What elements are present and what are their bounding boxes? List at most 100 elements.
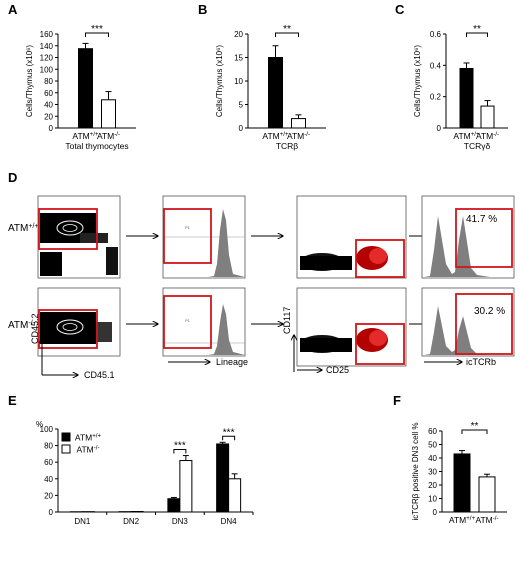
x-tick-label: DN2 xyxy=(123,517,140,526)
y-tick-label: 40 xyxy=(44,475,53,484)
y-tick-label: 60 xyxy=(44,458,53,467)
chart-dn-stage-percent: 0 20 40 60 80 100% DN1 DN2 DN3 DN4 ATM+/+ATM-/- ***… xyxy=(36,420,254,526)
x-axis-label: TCRβ xyxy=(276,141,298,151)
lineage-histogram-wildtype: P1 xyxy=(162,195,246,279)
x-axis-label: Total thymocytes xyxy=(65,141,128,151)
y-tick-label: 0 xyxy=(49,124,54,133)
bar xyxy=(459,67,474,129)
y-tick-label: 160 xyxy=(40,30,54,39)
panel-label-f: F xyxy=(393,393,401,408)
y-tick-label: 140 xyxy=(40,42,54,51)
legend-label: ATM-/- xyxy=(76,444,99,455)
ictcrb-axis-label: icTCRb xyxy=(466,357,496,367)
significance-bracket xyxy=(85,32,109,37)
panel-label-e: E xyxy=(8,393,17,408)
y-tick-label: 0.2 xyxy=(430,93,442,102)
significance-label: *** xyxy=(223,427,235,438)
y-tick-label: 0 xyxy=(433,508,438,517)
y-tick-label: 20 xyxy=(428,481,437,490)
cd45-dotplot-knockout xyxy=(37,287,121,357)
y-tick-label: 40 xyxy=(44,101,53,110)
significance-label: ** xyxy=(473,24,481,35)
y-tick-label: 100 xyxy=(40,425,54,434)
chart-ictcrb-positive-dn3: 0 10 20 30 40 50 60 icTCRβ positive DN3 cell % A… xyxy=(411,421,507,525)
bar xyxy=(101,99,116,129)
legend-swatch xyxy=(61,444,71,454)
y-tick-label: 80 xyxy=(44,77,53,86)
y-tick-label: 20 xyxy=(44,112,53,121)
significance-bracket xyxy=(222,435,236,441)
y-tick-label: 0 xyxy=(437,124,442,133)
percentage-knockout: 30.2 % xyxy=(474,306,505,317)
bar xyxy=(453,453,471,513)
chart-tcrgd-cells: 0 0.2 0.4 0.6 Cells/Thymus (x10⁶) ATM+/+ATM-/… xyxy=(413,24,508,151)
x-tick-label: ATM-/- xyxy=(475,515,498,526)
cd117-axis-label: CD117 xyxy=(282,307,292,334)
y-tick-label: 80 xyxy=(44,442,53,451)
x-tick-label: ATM+/+ xyxy=(449,515,476,526)
significance-bracket xyxy=(461,429,488,434)
panel-label-c: C xyxy=(395,2,405,17)
y-axis-label: Cells/Thymus (x10⁶) xyxy=(215,45,224,118)
y-tick-label: 60 xyxy=(44,89,53,98)
row-label-knockout: ATM-/- xyxy=(8,320,36,332)
panel-label-a: A xyxy=(8,2,18,17)
y-tick-label: 50 xyxy=(428,441,437,450)
chart-tcrb-cells: 0 5 10 15 20 Cells/Thymus (x10⁶) ATM+/+ATM-/-T… xyxy=(215,24,326,151)
significance-label: ** xyxy=(471,421,479,432)
bar xyxy=(268,57,283,129)
significance-bracket xyxy=(173,449,187,454)
significance-label: ** xyxy=(283,24,291,35)
row-label-wildtype: ATM+/+ xyxy=(8,223,39,235)
cd45-1-axis-label: CD45.1 xyxy=(84,370,115,380)
y-tick-label: 30 xyxy=(428,468,437,477)
y-axis-label: Cells/Thymus (x10⁶) xyxy=(413,45,422,118)
x-tick-label: ATM+/+ xyxy=(453,131,480,142)
x-tick-label: ATM-/- xyxy=(287,131,310,142)
y-tick-label: 10 xyxy=(234,77,243,86)
legend-swatch xyxy=(61,432,71,442)
x-tick-label: ATM-/- xyxy=(476,131,499,142)
flow-panel: ATM+/+ ATM-/- P1 xyxy=(8,195,515,380)
y-tick-label: 15 xyxy=(234,54,243,63)
x-tick-label: DN3 xyxy=(172,517,189,526)
x-tick-label: DN4 xyxy=(221,517,238,526)
x-tick-label: ATM-/- xyxy=(97,131,120,142)
y-tick-label: 20 xyxy=(234,30,243,39)
lineage-axis-label: Lineage xyxy=(216,357,248,367)
y-tick-label: 5 xyxy=(239,101,244,110)
y-axis-label: Cells/Thymus (x10⁶) xyxy=(25,45,34,118)
percentage-wildtype: 41.7 % xyxy=(466,214,497,225)
cd25-axis-label: CD25 xyxy=(326,365,349,375)
bar xyxy=(167,498,181,513)
y-tick-label: 120 xyxy=(40,54,54,63)
x-tick-label: ATM+/+ xyxy=(72,131,99,142)
y-tick-label: 0.4 xyxy=(430,61,442,70)
panel-label-d: D xyxy=(8,170,17,185)
chart-total-thymocytes: 0 20 40 60 80 100 120 140 160 Cells/Thymus (x10⁶)… xyxy=(25,24,136,151)
y-tick-label: 0 xyxy=(239,124,244,133)
significance-label: *** xyxy=(174,441,186,452)
cd45-dotplot-wildtype xyxy=(37,195,121,279)
legend-label: ATM+/+ xyxy=(75,432,102,443)
significance-bracket xyxy=(275,32,299,37)
lineage-histogram-knockout: P1 xyxy=(162,287,246,357)
y-tick-label: 20 xyxy=(44,491,53,500)
significance-label: *** xyxy=(91,24,103,35)
ictcrb-histogram-wildtype: 41.7 % xyxy=(421,195,515,279)
x-tick-label: DN1 xyxy=(74,517,91,526)
x-axis-label: TCRγδ xyxy=(464,141,491,151)
y-tick-label: 100 xyxy=(40,65,54,74)
bar xyxy=(291,118,306,129)
y-axis-label: % xyxy=(36,420,43,429)
bar xyxy=(78,48,93,129)
x-tick-label: ATM+/+ xyxy=(262,131,289,142)
significance-bracket xyxy=(466,32,488,37)
y-tick-label: 60 xyxy=(428,427,437,436)
y-tick-label: 0 xyxy=(49,508,54,517)
bar xyxy=(478,476,496,513)
y-tick-label: 0.6 xyxy=(430,30,442,39)
cd117-cd25-dotplot-knockout xyxy=(296,287,407,367)
bar xyxy=(216,443,230,513)
